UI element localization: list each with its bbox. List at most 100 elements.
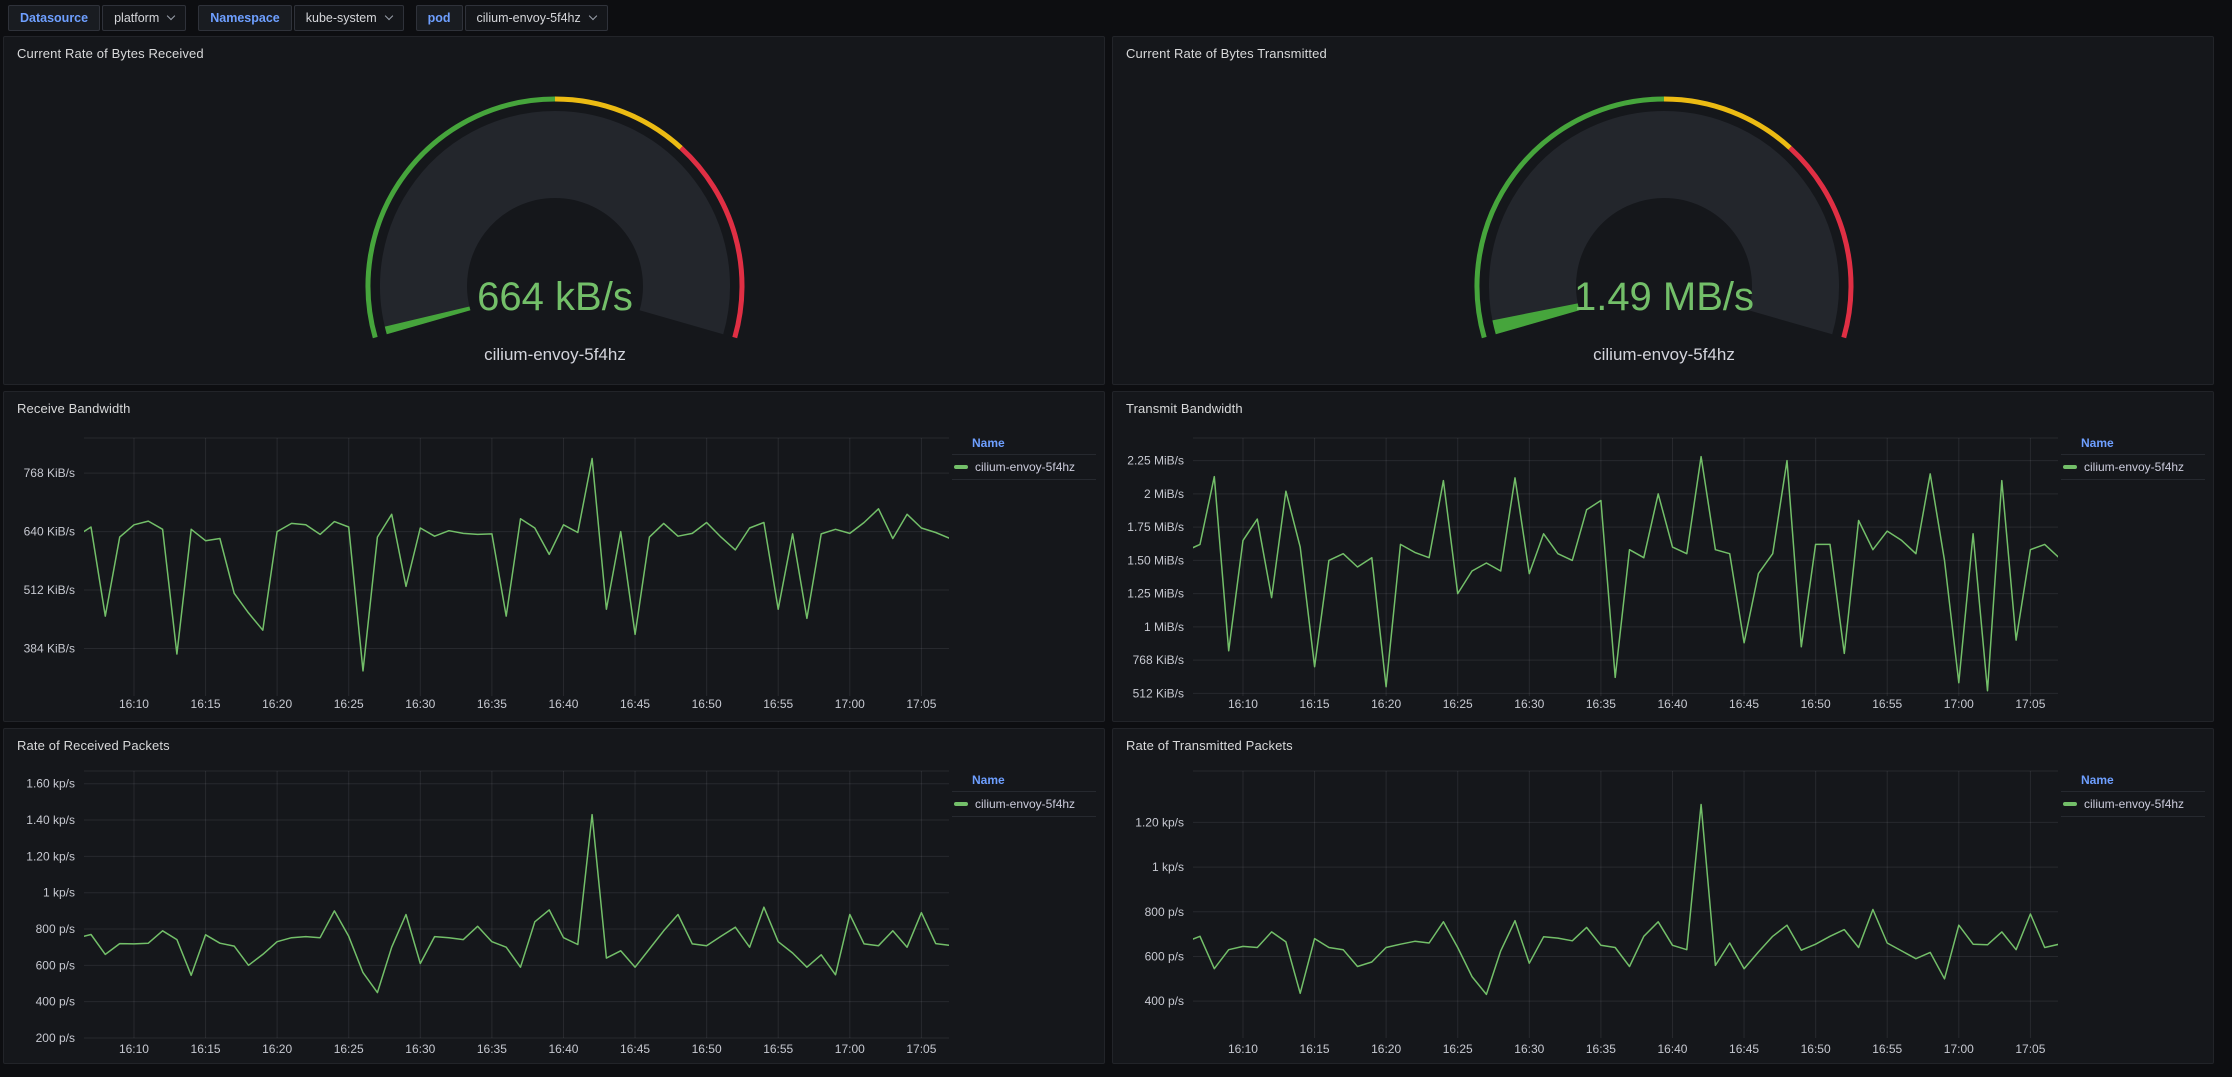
panel-title[interactable]: Rate of Transmitted Packets <box>1126 738 1293 753</box>
variable-label-datasource: Datasource <box>8 5 100 31</box>
x-axis-label: 16:10 <box>119 697 149 711</box>
y-axis-label: 600 p/s <box>36 958 75 972</box>
series-color-swatch <box>2063 465 2077 469</box>
x-axis-label: 16:35 <box>477 697 507 711</box>
panel-transmit-bandwidth: Transmit Bandwidth 2.25 MiB/s2 MiB/s1.75… <box>1112 391 2214 722</box>
x-axis-label: 16:45 <box>1729 697 1759 711</box>
panel-rate-transmitted-packets: Rate of Transmitted Packets 1.20 kp/s1 k… <box>1112 728 2214 1064</box>
variable-value-pod[interactable]: cilium-envoy-5f4hz <box>465 5 608 31</box>
y-axis-label: 1 kp/s <box>1152 860 1184 874</box>
y-axis-label: 400 p/s <box>36 995 75 1009</box>
panel-title[interactable]: Rate of Received Packets <box>17 738 170 753</box>
variable-namespace: Namespace kube-system <box>198 5 403 31</box>
variable-pod: pod cilium-envoy-5f4hz <box>416 5 608 31</box>
x-axis-label: 16:45 <box>620 697 650 711</box>
y-axis-label: 1.20 kp/s <box>1135 815 1184 829</box>
series-line <box>1186 805 2059 995</box>
legend-item[interactable]: cilium-envoy-5f4hz <box>952 792 1096 817</box>
y-axis-label: 2 MiB/s <box>1144 487 1184 501</box>
legend-item[interactable]: cilium-envoy-5f4hz <box>2061 792 2205 817</box>
x-axis-label: 16:35 <box>1586 697 1616 711</box>
gauge-series-label: cilium-envoy-5f4hz <box>1593 345 1735 364</box>
y-axis-label: 1.75 MiB/s <box>1127 520 1184 534</box>
panel-title[interactable]: Current Rate of Bytes Transmitted <box>1126 46 1327 61</box>
y-axis-label: 384 KiB/s <box>24 642 75 656</box>
series-line <box>1186 457 2059 691</box>
chevron-down-icon <box>384 12 392 20</box>
series-line <box>77 459 950 671</box>
variable-value-datasource[interactable]: platform <box>102 5 186 31</box>
x-axis-label: 17:05 <box>906 1042 936 1056</box>
gauge-series-label: cilium-envoy-5f4hz <box>484 345 626 364</box>
x-axis-label: 17:05 <box>2015 697 2045 711</box>
x-axis-label: 16:35 <box>477 1042 507 1056</box>
received-packets-plot[interactable]: 1.60 kp/s1.40 kp/s1.20 kp/s1 kp/s800 p/s… <box>4 729 1106 1065</box>
panel-title[interactable]: Receive Bandwidth <box>17 401 131 416</box>
legend-header-name[interactable]: Name <box>2061 773 2205 792</box>
panel-current-rate-bytes-received: Current Rate of Bytes Received 664 kB/s … <box>3 36 1105 385</box>
y-axis-label: 512 KiB/s <box>1133 686 1184 700</box>
y-axis-label: 1.60 kp/s <box>26 777 75 791</box>
x-axis-label: 16:45 <box>620 1042 650 1056</box>
y-axis-label: 800 p/s <box>1145 905 1184 919</box>
legend: Name cilium-envoy-5f4hz <box>2061 773 2205 817</box>
panel-rate-received-packets: Rate of Received Packets 1.60 kp/s1.40 k… <box>3 728 1105 1064</box>
x-axis-label: 16:25 <box>1443 697 1473 711</box>
y-axis-label: 1 kp/s <box>43 886 75 900</box>
gauge-bytes-received: 664 kB/s cilium-envoy-5f4hz <box>4 37 1106 386</box>
y-axis-label: 768 KiB/s <box>24 466 75 480</box>
legend-item[interactable]: cilium-envoy-5f4hz <box>2061 455 2205 480</box>
x-axis-label: 16:20 <box>1371 1042 1401 1056</box>
x-axis-label: 16:20 <box>262 697 292 711</box>
x-axis-label: 16:15 <box>1300 697 1330 711</box>
gauge-bytes-transmitted: 1.49 MB/s cilium-envoy-5f4hz <box>1113 37 2215 386</box>
series-color-swatch <box>954 802 968 806</box>
x-axis-label: 16:30 <box>405 1042 435 1056</box>
x-axis-label: 16:50 <box>692 1042 722 1056</box>
y-axis-label: 512 KiB/s <box>24 583 75 597</box>
panel-title[interactable]: Transmit Bandwidth <box>1126 401 1243 416</box>
x-axis-label: 16:55 <box>763 1042 793 1056</box>
panel-title[interactable]: Current Rate of Bytes Received <box>17 46 204 61</box>
receive-bandwidth-plot[interactable]: 768 KiB/s640 KiB/s512 KiB/s384 KiB/s16:1… <box>4 392 1106 723</box>
panel-current-rate-bytes-transmitted: Current Rate of Bytes Transmitted 1.49 M… <box>1112 36 2214 385</box>
variable-value-namespace[interactable]: kube-system <box>294 5 404 31</box>
x-axis-label: 16:15 <box>191 697 221 711</box>
x-axis-label: 16:40 <box>548 1042 578 1056</box>
x-axis-label: 16:50 <box>1801 697 1831 711</box>
x-axis-label: 17:00 <box>835 697 865 711</box>
x-axis-label: 16:40 <box>1657 697 1687 711</box>
variable-datasource: Datasource platform <box>8 5 186 31</box>
x-axis-label: 16:20 <box>1371 697 1401 711</box>
chevron-down-icon <box>167 12 175 20</box>
legend-header-name[interactable]: Name <box>952 436 1096 455</box>
x-axis-label: 16:30 <box>1514 697 1544 711</box>
y-axis-label: 200 p/s <box>36 1031 75 1045</box>
x-axis-label: 17:05 <box>906 697 936 711</box>
y-axis-label: 768 KiB/s <box>1133 653 1184 667</box>
variable-bar: Datasource platform Namespace kube-syste… <box>0 0 2232 36</box>
x-axis-label: 17:00 <box>835 1042 865 1056</box>
x-axis-label: 16:25 <box>334 1042 364 1056</box>
x-axis-label: 16:25 <box>1443 1042 1473 1056</box>
gauge-value: 1.49 MB/s <box>1574 275 1754 319</box>
gauge-value-arc <box>1535 312 1538 322</box>
legend-header-name[interactable]: Name <box>2061 436 2205 455</box>
y-axis-label: 800 p/s <box>36 922 75 936</box>
transmit-bandwidth-plot[interactable]: 2.25 MiB/s2 MiB/s1.75 MiB/s1.50 MiB/s1.2… <box>1113 392 2215 723</box>
x-axis-label: 16:45 <box>1729 1042 1759 1056</box>
legend-header-name[interactable]: Name <box>952 773 1096 792</box>
legend: Name cilium-envoy-5f4hz <box>2061 436 2205 480</box>
y-axis-label: 600 p/s <box>1145 949 1184 963</box>
variable-label-namespace: Namespace <box>198 5 292 31</box>
x-axis-label: 16:10 <box>1228 697 1258 711</box>
legend: Name cilium-envoy-5f4hz <box>952 773 1096 817</box>
legend-item[interactable]: cilium-envoy-5f4hz <box>952 455 1096 480</box>
variable-label-pod: pod <box>416 5 463 31</box>
x-axis-label: 16:35 <box>1586 1042 1616 1056</box>
y-axis-label: 1.25 MiB/s <box>1127 587 1184 601</box>
series-line <box>77 815 950 993</box>
x-axis-label: 16:55 <box>1872 697 1902 711</box>
transmitted-packets-plot[interactable]: 1.20 kp/s1 kp/s800 p/s600 p/s400 p/s16:1… <box>1113 729 2215 1065</box>
x-axis-label: 17:00 <box>1944 1042 1974 1056</box>
